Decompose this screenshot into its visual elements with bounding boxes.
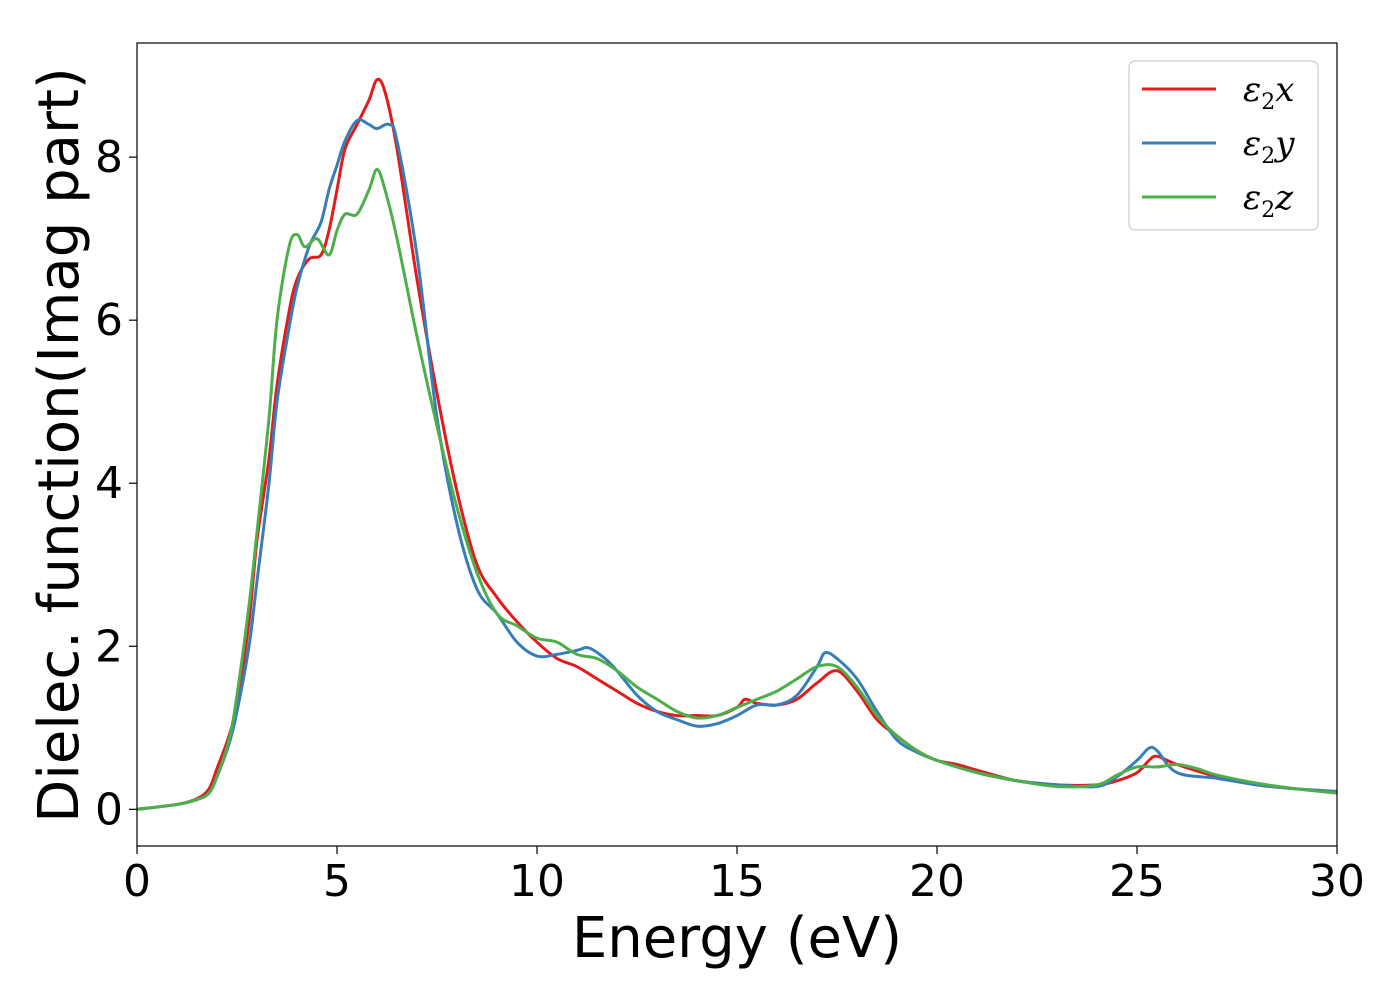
y-axis-label: Dielec. function(Imag part) xyxy=(27,67,92,823)
x-tick-label: 0 xyxy=(123,856,151,907)
x-tick-label: 25 xyxy=(1109,856,1165,907)
legend: ε2x ε2y ε2z xyxy=(1128,60,1319,231)
x-tick-label: 20 xyxy=(909,856,965,907)
series-layer xyxy=(137,77,1337,811)
y-tick-label: 2 xyxy=(95,621,123,672)
x-tick-label: 10 xyxy=(509,856,565,907)
y-tick-label: 0 xyxy=(95,784,123,835)
series-line-z xyxy=(137,167,1337,811)
x-axis-label: Energy (eV) xyxy=(572,906,902,971)
x-tick-label: 15 xyxy=(709,856,765,907)
y-tick-label: 4 xyxy=(95,458,123,509)
legend-label-y: ε2y xyxy=(1243,124,1295,169)
y-tick-label: 8 xyxy=(95,132,123,183)
x-axis-ticks: 0 5 10 15 20 25 30 xyxy=(123,846,1365,907)
legend-box xyxy=(1128,60,1319,231)
x-tick-label: 30 xyxy=(1309,856,1365,907)
x-tick-label: 5 xyxy=(323,856,351,907)
legend-label-z: ε2z xyxy=(1243,178,1294,223)
y-axis-ticks: 0 2 4 6 8 xyxy=(95,132,137,835)
legend-label-x: ε2x xyxy=(1243,70,1294,115)
y-tick-label: 6 xyxy=(95,295,123,346)
